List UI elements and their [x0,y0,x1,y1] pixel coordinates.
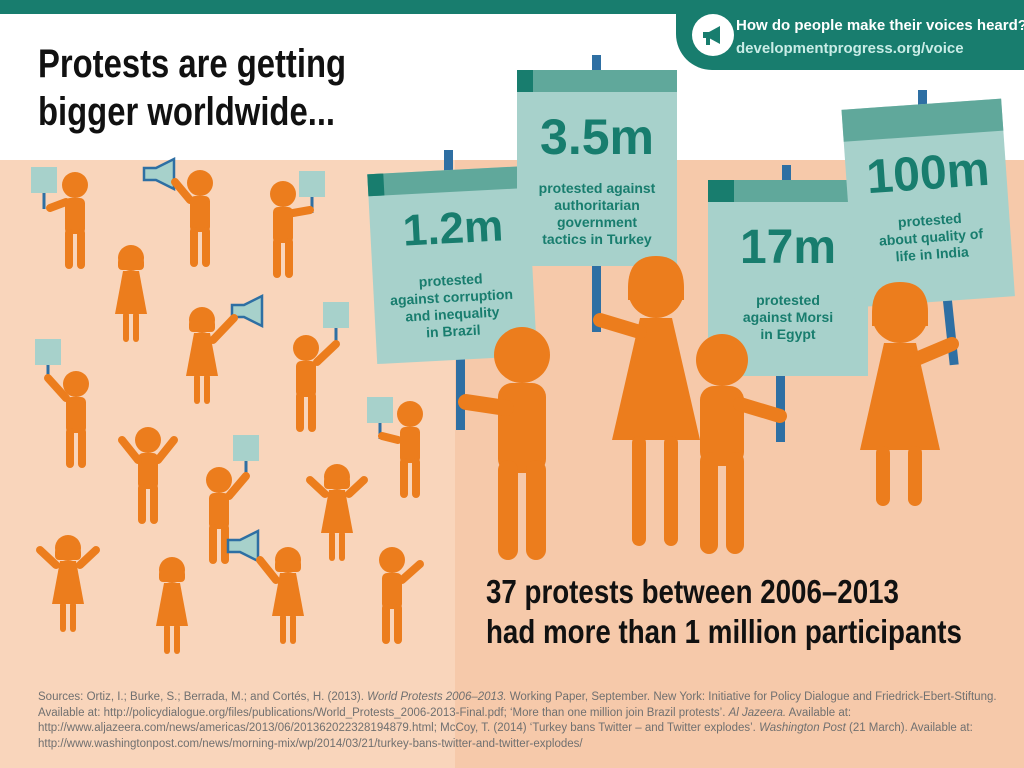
header-callout[interactable] [676,0,1024,70]
megaphone-icon [692,14,734,56]
title-line-2: bigger worldwide... [38,90,336,134]
title-line-1: Protests are getting [38,42,347,86]
sign-text-india: protested about quality of life in India [878,209,984,265]
sign-brazil [367,150,538,430]
large-protester-turkey [593,256,700,546]
protester [270,171,325,278]
sources-text: Sources: Ortiz, I.; Burke, S.; Berrada, … [38,691,997,750]
sign-figure-brazil: 1.2m [401,201,505,256]
protester [31,167,88,269]
protester-crowd [31,157,424,654]
protester [35,339,89,468]
protester [206,435,259,564]
large-protester-india [860,282,959,506]
sign-figure-turkey: 3.5m [540,109,654,165]
sign-text-egypt: protested against Morsi in Egypt [742,292,834,342]
protester [226,529,304,644]
sign-turkey [517,55,677,332]
protester [306,464,368,561]
protester [367,397,423,498]
large-protester-egypt [696,334,787,554]
large-protesters [458,256,959,560]
header-question: How do people make their voices heard? [736,17,1024,34]
summary-line-1: 37 protests between 2006–2013 [486,573,899,610]
sign-figure-egypt: 17m [739,221,837,274]
sign-india [841,90,1015,366]
protester [379,547,424,644]
sign-text-turkey: protested against authoritarian government… [538,180,656,247]
protester [142,157,213,267]
sign-figure-india: 100m [864,142,992,205]
protester [293,302,349,432]
protester [118,427,178,524]
page-title: Protests are getting bigger worldwide... [38,40,346,136]
protester [36,535,100,632]
large-protester-brazil [458,327,550,560]
header-link[interactable]: developmentprogress.org/voice [736,40,964,57]
sign-text-brazil: protested against corruption and inequalit… [389,270,514,341]
summary-statement: 37 protests between 2006–2013 had more t… [486,572,962,652]
summary-line-2: had more than 1 million participants [486,613,962,650]
protester [186,294,264,404]
